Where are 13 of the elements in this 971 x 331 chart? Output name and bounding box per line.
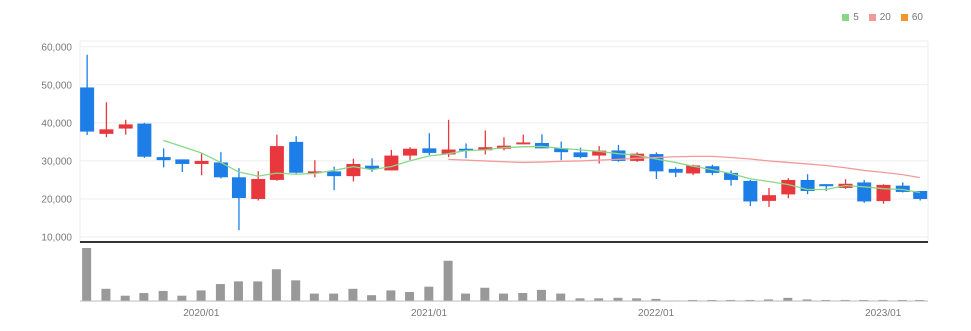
y-tick-label: 60,000 xyxy=(41,42,72,54)
y-tick-label: 20,000 xyxy=(41,194,72,206)
legend-label: 20 xyxy=(880,12,891,23)
legend-label: 60 xyxy=(912,12,923,23)
x-tick-label: 2022/01 xyxy=(638,308,675,320)
y-tick-label: 10,000 xyxy=(41,232,72,244)
y-tick-label: 40,000 xyxy=(41,118,72,130)
x-tick-label: 2023/01 xyxy=(865,308,902,320)
legend-label: 5 xyxy=(853,12,859,23)
y-tick-label: 50,000 xyxy=(41,80,72,92)
x-tick-label: 2021/01 xyxy=(410,308,448,320)
x-tick-label: 2020/01 xyxy=(183,308,220,320)
y-tick-label: 30,000 xyxy=(41,156,72,168)
